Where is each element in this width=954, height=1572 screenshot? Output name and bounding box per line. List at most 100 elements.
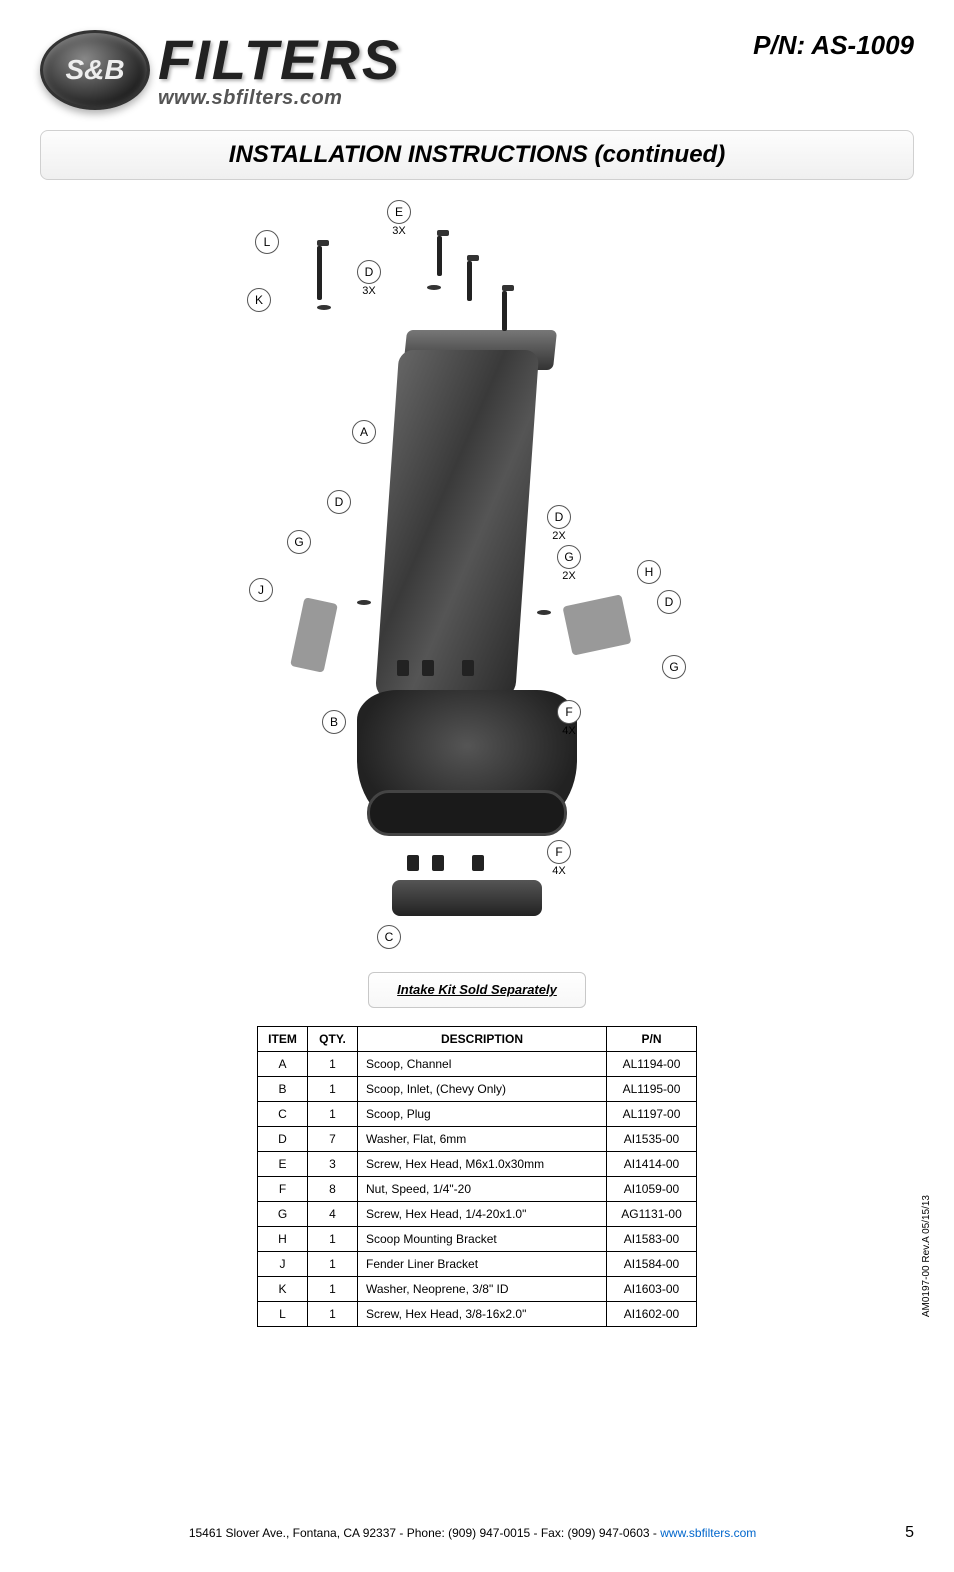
exploded-diagram: E3XLD3XKADD2XGG2XHJDGF4XBF4XC [40, 200, 914, 960]
table-row: K1Washer, Neoprene, 3/8" IDAI1603-00 [258, 1277, 697, 1302]
diagram-washer [317, 305, 331, 310]
diagram-callout: L [255, 230, 279, 254]
callout-letter: B [322, 710, 346, 734]
parts-table-cell: G [258, 1202, 308, 1227]
diagram-callout: B [322, 710, 346, 734]
table-row: G4Screw, Hex Head, 1/4-20x1.0"AG1131-00 [258, 1202, 697, 1227]
diagram-callout: D2X [547, 505, 571, 542]
callout-letter: G [662, 655, 686, 679]
diagram-nut [462, 660, 474, 676]
parts-table-cell: J [258, 1252, 308, 1277]
diagram-scoop-plug [392, 880, 542, 916]
parts-table-cell: 1 [308, 1227, 358, 1252]
part-number: P/N: AS-1009 [753, 30, 914, 61]
callout-letter: J [249, 578, 273, 602]
parts-table-cell: Screw, Hex Head, 3/8-16x2.0" [358, 1302, 607, 1327]
parts-table-cell: AI1584-00 [607, 1252, 697, 1277]
logo: S&B FILTERS www.sbfilters.com [40, 30, 401, 110]
parts-table-cell: 1 [308, 1302, 358, 1327]
parts-table-header: QTY. [308, 1027, 358, 1052]
table-row: J1Fender Liner BracketAI1584-00 [258, 1252, 697, 1277]
parts-table-cell: Washer, Flat, 6mm [358, 1127, 607, 1152]
callout-multiplier: 2X [562, 570, 575, 582]
page-number: 5 [905, 1524, 914, 1542]
callout-multiplier: 3X [392, 225, 405, 237]
title-text: INSTALLATION INSTRUCTIONS (continued) [229, 141, 725, 168]
parts-table-cell: 1 [308, 1277, 358, 1302]
parts-table-cell: 3 [308, 1152, 358, 1177]
callout-multiplier: 4X [552, 865, 565, 877]
diagram-callout: K [247, 288, 271, 312]
parts-table-cell: 1 [308, 1052, 358, 1077]
diagram-screw [502, 285, 514, 331]
table-row: L1Screw, Hex Head, 3/8-16x2.0"AI1602-00 [258, 1302, 697, 1327]
parts-table: ITEMQTY.DESCRIPTIONP/N A1Scoop, ChannelA… [257, 1026, 697, 1327]
parts-table-cell: AI1602-00 [607, 1302, 697, 1327]
callout-multiplier: 4X [562, 725, 575, 737]
parts-table-cell: L [258, 1302, 308, 1327]
table-row: A1Scoop, ChannelAL1194-00 [258, 1052, 697, 1077]
parts-table-cell: AG1131-00 [607, 1202, 697, 1227]
diagram-callout: H [637, 560, 661, 584]
parts-table-header: P/N [607, 1027, 697, 1052]
page-header: S&B FILTERS www.sbfilters.com P/N: AS-10… [40, 30, 914, 110]
diagram-callout: J [249, 578, 273, 602]
parts-table-cell: AL1197-00 [607, 1102, 697, 1127]
logo-main-text: FILTERS [158, 32, 401, 88]
table-row: F8Nut, Speed, 1/4"-20AI1059-00 [258, 1177, 697, 1202]
diagram-washer [357, 600, 371, 605]
intake-note: Intake Kit Sold Separately [40, 972, 914, 1008]
diagram-screw [467, 255, 479, 301]
parts-table-cell: K [258, 1277, 308, 1302]
parts-table-cell: AI1535-00 [607, 1127, 697, 1152]
parts-table-cell: Scoop, Channel [358, 1052, 607, 1077]
parts-table-header: ITEM [258, 1027, 308, 1052]
diagram-scoop-inlet-mouth [367, 790, 567, 836]
callout-multiplier: 2X [552, 530, 565, 542]
revision-label: AM0197-00 Rev.A 05/15/13 [921, 1195, 932, 1317]
parts-table-cell: AI1059-00 [607, 1177, 697, 1202]
parts-table-cell: AI1583-00 [607, 1227, 697, 1252]
footer-link[interactable]: www.sbfilters.com [660, 1526, 756, 1540]
table-row: H1Scoop Mounting BracketAI1583-00 [258, 1227, 697, 1252]
diagram-washer [427, 285, 441, 290]
parts-table-cell: Scoop Mounting Bracket [358, 1227, 607, 1252]
parts-table-cell: Screw, Hex Head, M6x1.0x30mm [358, 1152, 607, 1177]
parts-table-cell: 4 [308, 1202, 358, 1227]
parts-table-cell: Nut, Speed, 1/4"-20 [358, 1177, 607, 1202]
parts-table-cell: E [258, 1152, 308, 1177]
diagram-fender-liner-bracket [290, 597, 338, 673]
parts-table-cell: C [258, 1102, 308, 1127]
parts-table-cell: A [258, 1052, 308, 1077]
logo-url: www.sbfilters.com [158, 88, 401, 108]
parts-table-cell: 7 [308, 1127, 358, 1152]
callout-letter: D [657, 590, 681, 614]
callout-letter: G [287, 530, 311, 554]
diagram-nut [407, 855, 419, 871]
callout-letter: F [557, 700, 581, 724]
callout-letter: D [547, 505, 571, 529]
parts-table-cell: 8 [308, 1177, 358, 1202]
diagram-nut [397, 660, 409, 676]
diagram-callout: G [287, 530, 311, 554]
callout-letter: L [255, 230, 279, 254]
parts-table-cell: Screw, Hex Head, 1/4-20x1.0" [358, 1202, 607, 1227]
diagram-screw [437, 230, 449, 276]
parts-table-cell: Washer, Neoprene, 3/8" ID [358, 1277, 607, 1302]
parts-table-cell: H [258, 1227, 308, 1252]
parts-table-cell: Fender Liner Bracket [358, 1252, 607, 1277]
diagram-scoop-mounting-bracket [562, 594, 631, 655]
table-row: B1Scoop, Inlet, (Chevy Only)AL1195-00 [258, 1077, 697, 1102]
parts-table-header: DESCRIPTION [358, 1027, 607, 1052]
footer-address: 15461 Slover Ave., Fontana, CA 92337 - P… [189, 1526, 660, 1540]
parts-table-cell: AL1194-00 [607, 1052, 697, 1077]
parts-table-cell: D [258, 1127, 308, 1152]
parts-table-cell: AI1414-00 [607, 1152, 697, 1177]
diagram-callout: F4X [557, 700, 581, 737]
callout-letter: F [547, 840, 571, 864]
diagram-callout: G [662, 655, 686, 679]
page-footer: 15461 Slover Ave., Fontana, CA 92337 - P… [40, 1524, 914, 1542]
table-row: E3Screw, Hex Head, M6x1.0x30mmAI1414-00 [258, 1152, 697, 1177]
callout-letter: E [387, 200, 411, 224]
callout-letter: H [637, 560, 661, 584]
